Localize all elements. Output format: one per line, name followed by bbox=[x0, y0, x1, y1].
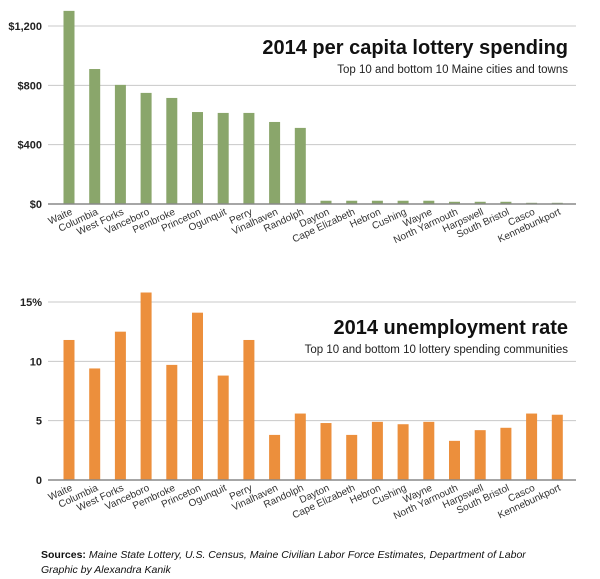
lottery-bar bbox=[217, 112, 229, 204]
unemployment-bar bbox=[269, 434, 281, 480]
unemployment-bar bbox=[474, 430, 486, 480]
unemployment-bar bbox=[192, 312, 203, 480]
lottery-chart-title: 2014 per capita lottery spending bbox=[262, 37, 568, 59]
lottery-y-tick-label: $0 bbox=[30, 199, 42, 211]
unemployment-chart-title: 2014 unemployment rate bbox=[333, 317, 568, 339]
lottery-bar bbox=[63, 10, 75, 205]
unemployment-bar bbox=[346, 434, 358, 480]
unemployment-y-tick-label: 5 bbox=[36, 416, 42, 428]
lottery-chart-subtitle: Top 10 and bottom 10 Maine cities and to… bbox=[337, 64, 568, 76]
lottery-bar bbox=[89, 69, 101, 205]
lottery-bar bbox=[449, 201, 460, 204]
graphic-credit: Graphic by Alexandra Kanik bbox=[41, 564, 171, 576]
unemployment-bar bbox=[243, 339, 255, 480]
lottery-title-backdrop bbox=[254, 33, 576, 80]
lottery-y-tick-label: $1,200 bbox=[8, 21, 42, 33]
unemployment-bar bbox=[166, 364, 178, 480]
lottery-bar bbox=[166, 97, 178, 204]
unemployment-bar bbox=[551, 414, 563, 480]
lottery-bar bbox=[371, 200, 383, 204]
unemployment-bar bbox=[397, 424, 409, 480]
lottery-bar bbox=[192, 112, 203, 204]
lottery-bar bbox=[140, 92, 152, 204]
lottery-y-tick-label: $400 bbox=[18, 140, 42, 152]
unemployment-bar bbox=[89, 368, 101, 480]
lottery-bar bbox=[320, 200, 332, 204]
lottery-bar bbox=[500, 201, 512, 204]
unemployment-bar bbox=[526, 413, 538, 480]
unemployment-bar bbox=[500, 427, 512, 480]
unemployment-bar bbox=[371, 421, 383, 480]
unemployment-bar bbox=[217, 375, 229, 480]
sources-line: Sources: Maine State Lottery, U.S. Censu… bbox=[41, 548, 526, 563]
lottery-bar bbox=[474, 201, 486, 204]
lottery-bar bbox=[269, 121, 281, 204]
footer: Sources: Maine State Lottery, U.S. Censu… bbox=[41, 548, 526, 578]
unemployment-y-tick-label: 15% bbox=[20, 297, 42, 309]
sources-text: Maine State Lottery, U.S. Census, Maine … bbox=[88, 549, 526, 561]
lottery-bar bbox=[397, 200, 409, 204]
lottery-bar bbox=[114, 84, 126, 204]
lottery-bar bbox=[243, 112, 255, 204]
lottery-y-tick-label: $800 bbox=[18, 80, 42, 92]
unemployment-bar bbox=[423, 421, 435, 480]
sources-label: Sources: bbox=[41, 549, 86, 561]
unemployment-y-tick-label: 10 bbox=[30, 356, 42, 368]
unemployment-y-tick-label: 0 bbox=[36, 475, 42, 487]
unemployment-bar bbox=[63, 339, 75, 480]
unemployment-bar bbox=[449, 440, 460, 480]
unemployment-bar bbox=[140, 292, 152, 480]
lottery-bar bbox=[294, 127, 306, 204]
unemployment-chart-subtitle: Top 10 and bottom 10 lottery spending co… bbox=[305, 344, 569, 356]
lottery-bar bbox=[423, 200, 435, 204]
unemployment-bar bbox=[114, 331, 126, 480]
unemployment-title-backdrop bbox=[296, 313, 576, 360]
lottery-bar bbox=[346, 200, 358, 204]
unemployment-bar bbox=[294, 413, 306, 480]
unemployment-bar bbox=[320, 423, 332, 480]
